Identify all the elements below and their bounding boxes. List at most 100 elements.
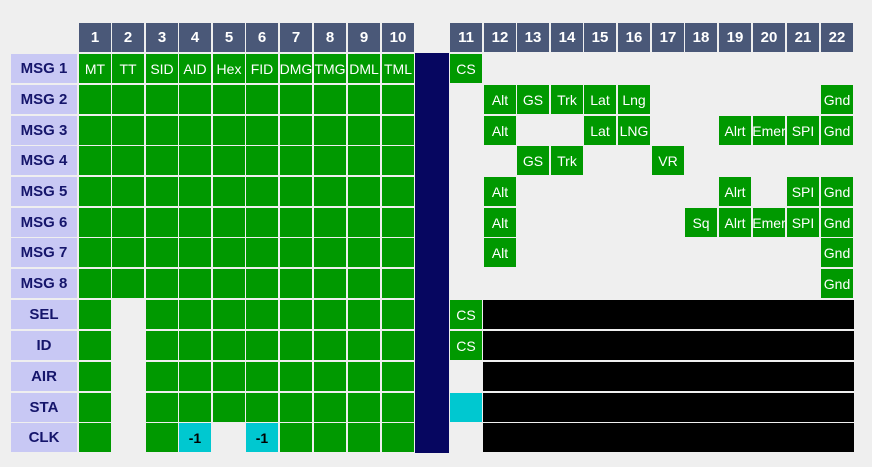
field-cell	[550, 115, 584, 146]
field-cell	[212, 237, 246, 268]
row-label-msg-2: MSG 2	[10, 84, 78, 115]
field-cell	[145, 268, 179, 299]
field-cell	[111, 207, 145, 238]
column-header-15: 15	[583, 22, 617, 53]
field-cell	[347, 176, 381, 207]
row-label-msg-5: MSG 5	[10, 176, 78, 207]
field-cell	[347, 299, 381, 330]
field-cell: Gnd	[820, 84, 854, 115]
field-cell: Gnd	[820, 237, 854, 268]
field-cell	[516, 268, 550, 299]
field-cell	[516, 115, 550, 146]
field-cell	[651, 268, 685, 299]
row-label-clk: CLK	[10, 422, 78, 453]
field-cell	[145, 115, 179, 146]
column-header-8: 8	[313, 22, 347, 53]
field-cell	[78, 84, 112, 115]
field-cell	[178, 392, 212, 423]
field-cell	[78, 176, 112, 207]
field-cell: SPI	[786, 115, 820, 146]
field-cell	[651, 176, 685, 207]
field-cell	[381, 299, 415, 330]
field-cell: AID	[178, 53, 212, 84]
field-cell	[347, 115, 381, 146]
field-cell	[178, 115, 212, 146]
field-cell	[212, 422, 246, 453]
field-cell: TMG	[313, 53, 347, 84]
field-cell: VR	[651, 145, 685, 176]
field-cell	[178, 145, 212, 176]
row-label-msg-4: MSG 4	[10, 145, 78, 176]
field-cell	[752, 268, 786, 299]
field-cell	[145, 237, 179, 268]
field-cell	[381, 422, 415, 453]
field-cell	[684, 84, 718, 115]
field-cell: Alrt	[718, 115, 752, 146]
field-cell	[78, 330, 112, 361]
field-cell	[651, 53, 685, 84]
field-cell: Alt	[483, 115, 517, 146]
field-cell	[820, 145, 854, 176]
field-cell	[347, 237, 381, 268]
field-cell	[212, 330, 246, 361]
field-cell	[145, 299, 179, 330]
field-cell	[145, 361, 179, 392]
field-cell	[212, 176, 246, 207]
field-cell	[245, 115, 279, 146]
field-cell	[786, 237, 820, 268]
field-cell	[381, 330, 415, 361]
field-cell: LNG	[617, 115, 651, 146]
field-cell	[617, 237, 651, 268]
field-cell: DML	[347, 53, 381, 84]
field-cell	[617, 268, 651, 299]
field-cell: CS	[449, 299, 483, 330]
field-cell	[718, 53, 752, 84]
column-header-16: 16	[617, 22, 651, 53]
field-cell	[111, 84, 145, 115]
field-cell	[449, 392, 483, 423]
field-cell	[78, 237, 112, 268]
field-cell	[279, 145, 313, 176]
field-cell	[449, 115, 483, 146]
field-cell	[550, 268, 584, 299]
field-cell	[381, 207, 415, 238]
field-cell	[78, 361, 112, 392]
field-cell	[381, 176, 415, 207]
column-header-21: 21	[786, 22, 820, 53]
field-cell	[245, 299, 279, 330]
field-cell	[449, 422, 483, 453]
field-cell	[279, 361, 313, 392]
unused-field-region	[483, 330, 854, 361]
field-cell	[786, 268, 820, 299]
field-cell	[313, 299, 347, 330]
field-cell	[245, 176, 279, 207]
unused-field-region	[483, 361, 854, 392]
field-cell	[752, 176, 786, 207]
field-cell	[684, 176, 718, 207]
field-cell	[381, 361, 415, 392]
field-cell: Alt	[483, 237, 517, 268]
column-header-10: 10	[381, 22, 415, 53]
field-cell: Lat	[583, 115, 617, 146]
field-cell	[245, 361, 279, 392]
field-cell	[212, 361, 246, 392]
field-cell	[449, 237, 483, 268]
field-cell	[684, 53, 718, 84]
column-header-12: 12	[483, 22, 517, 53]
field-cell	[313, 115, 347, 146]
field-cell	[516, 207, 550, 238]
field-cell: Trk	[550, 84, 584, 115]
field-cell	[78, 145, 112, 176]
field-cell	[279, 299, 313, 330]
field-cell	[651, 237, 685, 268]
field-cell	[245, 392, 279, 423]
field-cell	[245, 145, 279, 176]
field-cell	[279, 237, 313, 268]
field-cell	[313, 361, 347, 392]
field-cell	[786, 53, 820, 84]
field-cell	[347, 268, 381, 299]
field-cell	[145, 392, 179, 423]
field-cell	[347, 422, 381, 453]
field-cell	[111, 361, 145, 392]
